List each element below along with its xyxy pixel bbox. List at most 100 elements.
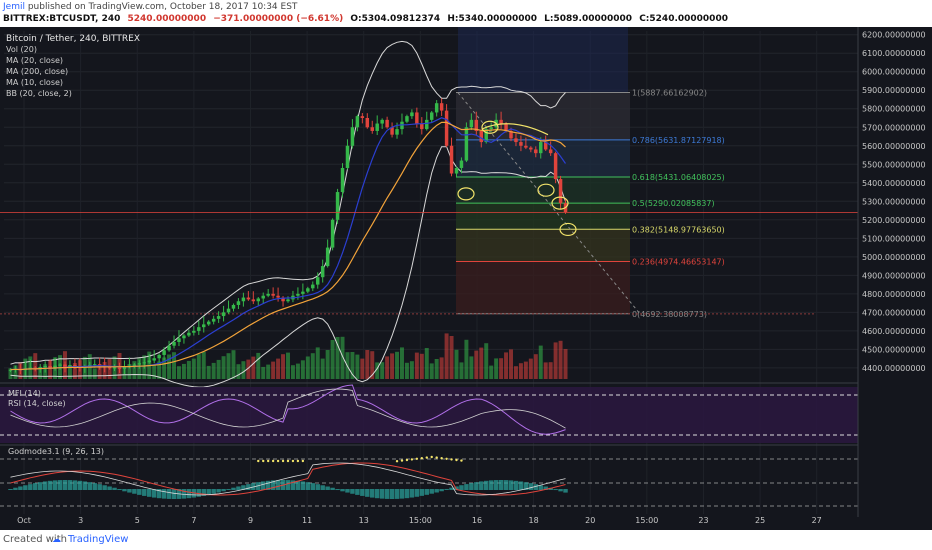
volume-bar [380,362,385,379]
fib-zone [456,177,630,204]
volume-bar [48,360,53,379]
volume-bar [266,364,271,379]
author-link[interactable]: Jemil [3,2,25,12]
godmode-histogram-bar [97,484,102,490]
godmode-signal-dot [301,459,305,463]
godmode-histogram-bar [370,489,375,498]
godmode-histogram-bar [503,480,509,490]
volume-bar [365,350,370,379]
candlestick-chart[interactable]: 1(5887.66162902) 0.786(5631.87127918) 0.61… [0,27,932,530]
time-tick-label: 27 [812,516,822,525]
candle-body [246,297,251,300]
candle-body [489,127,493,130]
candle-body [385,119,389,128]
volume-bar [72,363,77,379]
candle-body [350,127,355,146]
godmode-histogram-bar [161,489,167,499]
fib-level-label: 1(5887.66162902) [632,89,707,98]
godmode-signal-dot [440,457,443,460]
volume-bar [419,353,424,379]
volume-bar [484,343,489,379]
candle-body [88,364,92,367]
volume-bar [162,357,167,379]
godmode-histogram-bar [523,482,529,490]
godmode-histogram-bar [295,480,301,490]
volume-bar [355,354,360,379]
godmode-histogram-bar [226,488,231,490]
volume-bar [404,362,409,379]
candle-body [548,149,553,154]
candle-body [137,363,142,365]
ma20-line [10,121,566,371]
godmode-histogram-bar [474,482,479,490]
candle-body [330,219,335,248]
godmode-signal-dot [430,455,433,459]
time-tick-label: 3 [78,516,83,525]
godmode-signal-dot [286,459,290,463]
candle-body [395,129,399,135]
volume-bar [127,364,132,379]
volume-bar [320,358,325,379]
fib-zone [456,229,630,262]
candle-body [509,130,513,139]
volume-bar [97,364,102,379]
godmode-histogram-bar [553,489,558,491]
godmode-histogram-bar [384,489,390,499]
candle-body [92,364,97,366]
candle-body [375,123,379,131]
godmode-signal-dot [271,459,275,463]
candle-body [107,366,112,369]
price-tick-label: 4600.00000000 [862,327,926,336]
volume-bar [533,354,538,379]
godmode-signal-dot [281,459,285,463]
candle-body [211,318,216,322]
candle-body [335,192,340,220]
candle-body [226,308,231,313]
ohlc-open: O:5304.09812374 [350,14,441,24]
godmode-histogram-bar [325,486,330,490]
volume-bar [216,359,221,379]
candle-body [325,247,330,267]
volume-bar [211,362,216,379]
candle-body [301,291,305,294]
godmode-histogram-bar [117,489,122,491]
godmode-histogram-bar [241,485,246,490]
candle-body [28,367,33,369]
godmode-histogram-bar [493,480,499,490]
price-change: −371.00000000 (−6.61%) [213,14,344,24]
candle-body [231,304,236,309]
godmode-histogram-bar [196,489,202,497]
candle-body [152,358,156,361]
godmode-histogram-bar [305,482,311,490]
volume-bar [310,353,315,379]
godmode-histogram-bar [137,489,142,495]
candle-body [365,118,370,128]
candle-body [434,103,439,113]
volume-bar [489,365,494,379]
candle-body [286,299,290,302]
godmode-histogram-bar [409,489,415,498]
godmode-signal-dot [450,458,453,461]
godmode-histogram-bar [151,489,157,498]
volume-bar [172,352,176,379]
godmode-histogram-bar [563,489,568,493]
ohlc-high: H:5340.00000000 [447,14,538,24]
volume-bar [360,358,365,379]
volume-bar [563,349,568,379]
volume-bar [543,362,548,379]
time-tick-label: 5 [135,516,140,525]
godmode-histogram-bar [518,481,524,490]
volume-bar [429,363,434,379]
publish-info: published on TradingView.com, October 18… [27,2,298,12]
volume-bar [340,336,345,379]
time-tick-label: 20 [585,516,595,525]
godmode-histogram-bar [300,481,306,490]
godmode-histogram-bar [42,481,48,490]
godmode-histogram-bar [379,489,385,499]
time-tick-label: 25 [755,516,765,525]
tradingview-link[interactable]: TradingView [68,534,129,545]
godmode-histogram-bar [206,489,211,495]
candle-body [360,116,365,118]
volume-bar [186,360,191,379]
volume-bar [513,366,518,379]
